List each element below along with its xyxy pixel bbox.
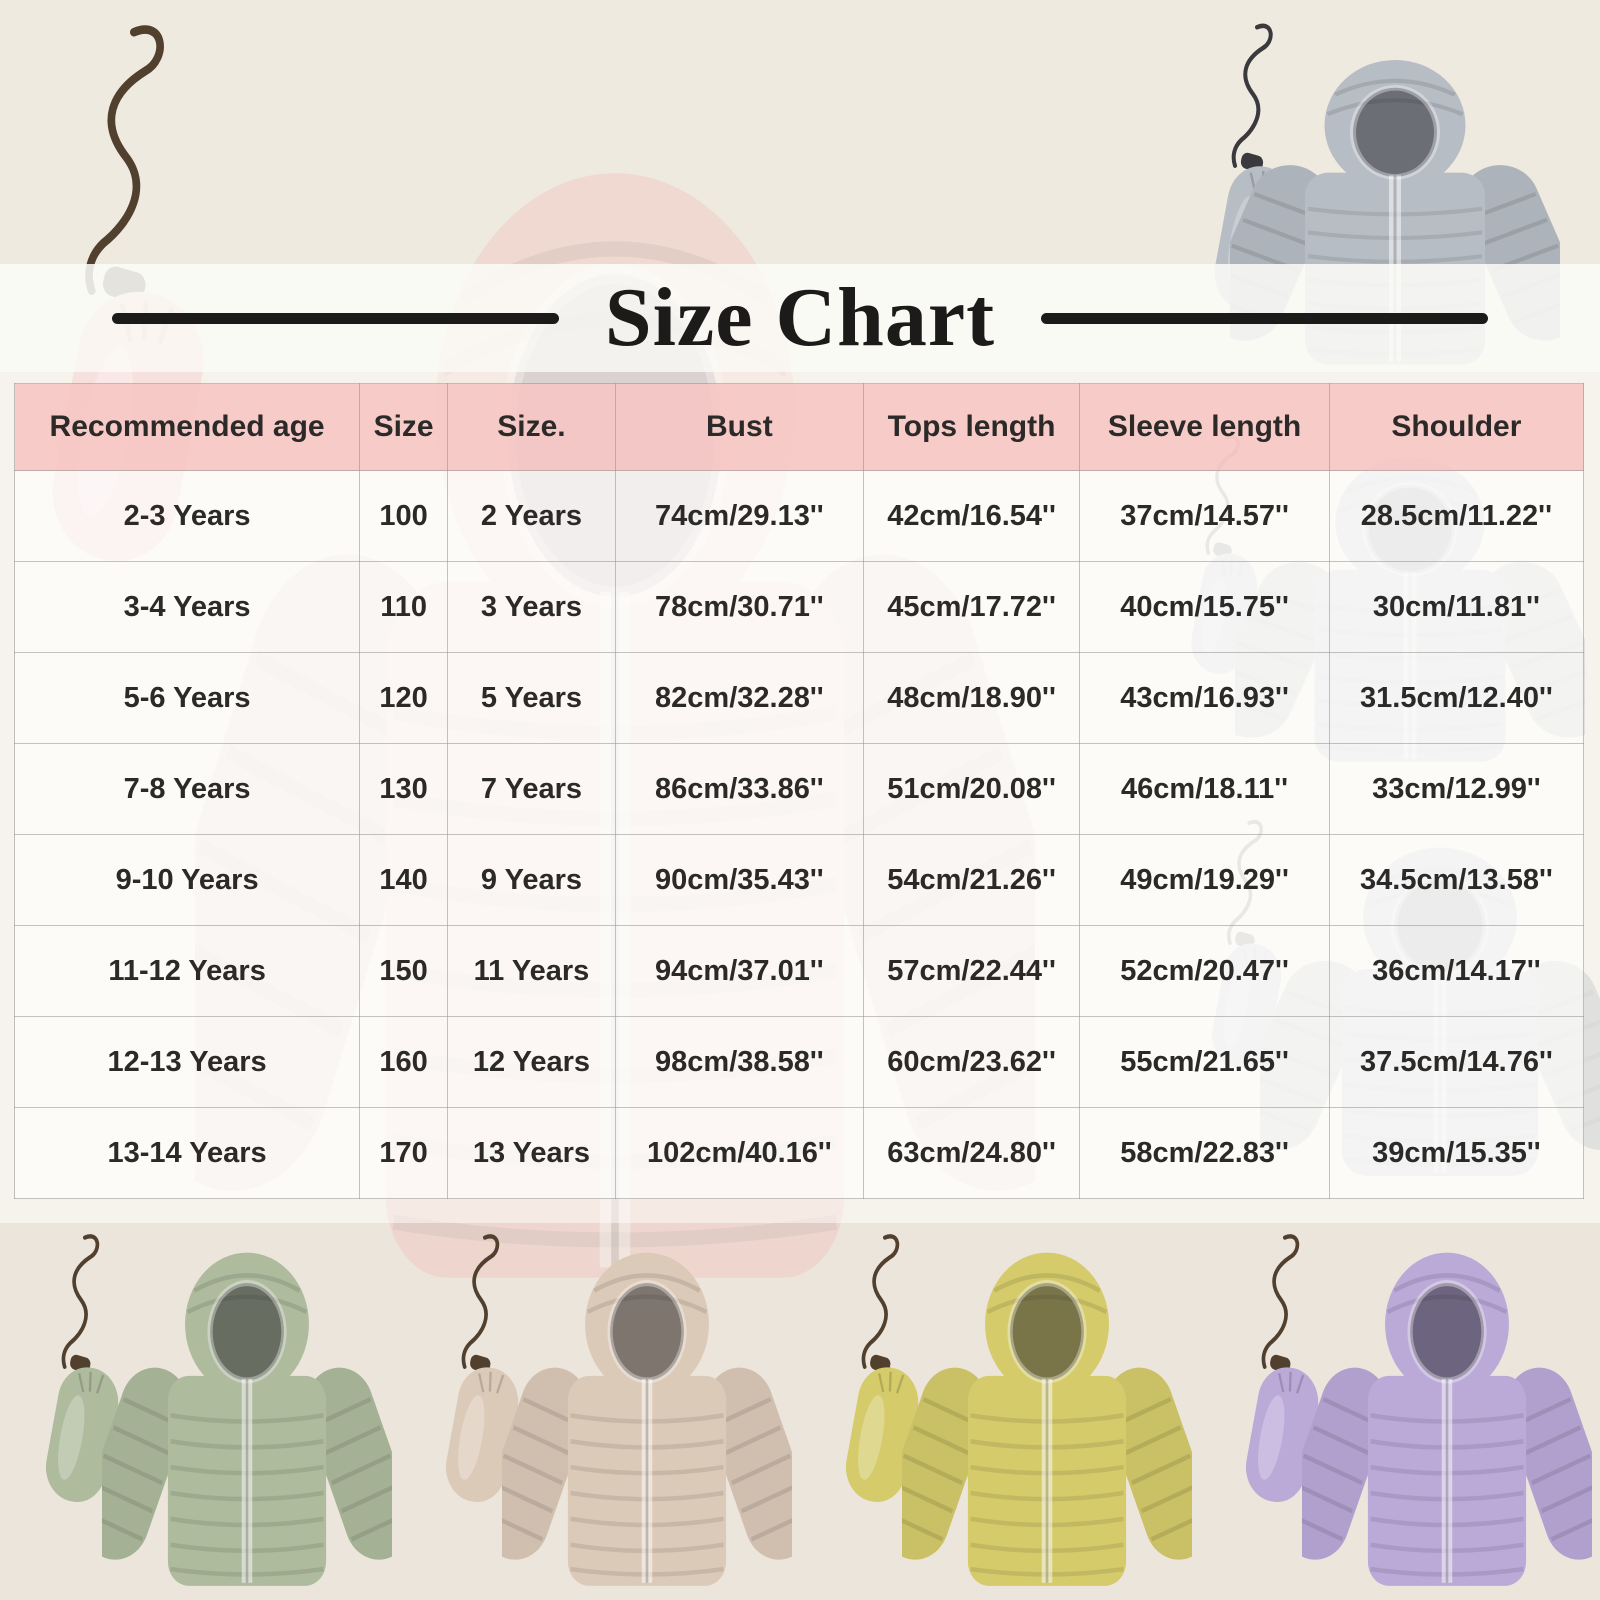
cell-sleeve-length: 49cm/19.29'' bbox=[1079, 834, 1330, 926]
cell-size: 110 bbox=[359, 561, 449, 653]
cell-size: 150 bbox=[359, 925, 449, 1017]
cell-sleeve-length: 40cm/15.75'' bbox=[1079, 561, 1330, 653]
cell-shoulder: 30cm/11.81'' bbox=[1328, 561, 1585, 653]
cell-age: 9-10 Years bbox=[13, 834, 361, 926]
cell-size: 120 bbox=[359, 652, 449, 744]
table-header-row: Recommended age Size Size. Bust Tops len… bbox=[13, 383, 1585, 471]
cell-shoulder: 39cm/15.35'' bbox=[1328, 1107, 1585, 1199]
table-row: 7-8 Years 130 7 Years 86cm/33.86'' 51cm/… bbox=[13, 743, 1585, 835]
cell-shoulder: 33cm/12.99'' bbox=[1328, 743, 1585, 835]
cell-age: 13-14 Years bbox=[13, 1107, 361, 1199]
cell-size: 140 bbox=[359, 834, 449, 926]
cell-tops-length: 42cm/16.54'' bbox=[862, 470, 1081, 562]
cell-size-label: 9 Years bbox=[447, 834, 616, 926]
cell-size-label: 11 Years bbox=[447, 925, 616, 1017]
table-row: 11-12 Years 150 11 Years 94cm/37.01'' 57… bbox=[13, 925, 1585, 1017]
cell-age: 3-4 Years bbox=[13, 561, 361, 653]
cell-bust: 74cm/29.13'' bbox=[614, 470, 864, 562]
table-row: 3-4 Years 110 3 Years 78cm/30.71'' 45cm/… bbox=[13, 561, 1585, 653]
cell-bust: 102cm/40.16'' bbox=[614, 1107, 864, 1199]
cell-tops-length: 60cm/23.62'' bbox=[862, 1016, 1081, 1108]
cell-size: 100 bbox=[359, 470, 449, 562]
size-table: Recommended age Size Size. Bust Tops len… bbox=[13, 383, 1585, 1199]
cell-sleeve-length: 52cm/20.47'' bbox=[1079, 925, 1330, 1017]
table-row: 12-13 Years 160 12 Years 98cm/38.58'' 60… bbox=[13, 1016, 1585, 1108]
title-rule-right bbox=[1041, 312, 1489, 324]
cell-sleeve-length: 46cm/18.11'' bbox=[1079, 743, 1330, 835]
cell-shoulder: 37.5cm/14.76'' bbox=[1328, 1016, 1585, 1108]
column-header-bust: Bust bbox=[614, 383, 864, 471]
table-row: 2-3 Years 100 2 Years 74cm/29.13'' 42cm/… bbox=[13, 470, 1585, 562]
title-rule-left bbox=[112, 312, 559, 324]
cell-size-label: 13 Years bbox=[447, 1107, 616, 1199]
table-row: 13-14 Years 170 13 Years 102cm/40.16'' 6… bbox=[13, 1107, 1585, 1199]
cell-bust: 78cm/30.71'' bbox=[614, 561, 864, 653]
column-header-size: Size bbox=[359, 383, 449, 471]
title-banner: Size Chart bbox=[0, 264, 1600, 372]
cell-age: 11-12 Years bbox=[13, 925, 361, 1017]
cell-size-label: 5 Years bbox=[447, 652, 616, 744]
cell-age: 12-13 Years bbox=[13, 1016, 361, 1108]
table-row: 5-6 Years 120 5 Years 82cm/32.28'' 48cm/… bbox=[13, 652, 1585, 744]
cell-tops-length: 54cm/21.26'' bbox=[862, 834, 1081, 926]
cell-shoulder: 34.5cm/13.58'' bbox=[1328, 834, 1585, 926]
cell-bust: 86cm/33.86'' bbox=[614, 743, 864, 835]
cell-tops-length: 63cm/24.80'' bbox=[862, 1107, 1081, 1199]
cell-size: 170 bbox=[359, 1107, 449, 1199]
column-header-shoulder: Shoulder bbox=[1328, 383, 1585, 471]
cell-shoulder: 36cm/14.17'' bbox=[1328, 925, 1585, 1017]
column-header-sleeve-length: Sleeve length bbox=[1079, 383, 1330, 471]
cell-bust: 94cm/37.01'' bbox=[614, 925, 864, 1017]
cell-size: 130 bbox=[359, 743, 449, 835]
cell-bust: 82cm/32.28'' bbox=[614, 652, 864, 744]
cell-sleeve-length: 43cm/16.93'' bbox=[1079, 652, 1330, 744]
cell-sleeve-length: 37cm/14.57'' bbox=[1079, 470, 1330, 562]
cell-shoulder: 31.5cm/12.40'' bbox=[1328, 652, 1585, 744]
table-row: 9-10 Years 140 9 Years 90cm/35.43'' 54cm… bbox=[13, 834, 1585, 926]
cell-tops-length: 48cm/18.90'' bbox=[862, 652, 1081, 744]
cell-size: 160 bbox=[359, 1016, 449, 1108]
cell-sleeve-length: 58cm/22.83'' bbox=[1079, 1107, 1330, 1199]
cell-bust: 90cm/35.43'' bbox=[614, 834, 864, 926]
cell-tops-length: 51cm/20.08'' bbox=[862, 743, 1081, 835]
cell-shoulder: 28.5cm/11.22'' bbox=[1328, 470, 1585, 562]
cell-tops-length: 45cm/17.72'' bbox=[862, 561, 1081, 653]
cell-bust: 98cm/38.58'' bbox=[614, 1016, 864, 1108]
page-title: Size Chart bbox=[604, 271, 996, 364]
product-photo-purple bbox=[1200, 1223, 1600, 1600]
cell-size-label: 12 Years bbox=[447, 1016, 616, 1108]
column-header-recommended-age: Recommended age bbox=[13, 383, 361, 471]
column-header-tops-length: Tops length bbox=[862, 383, 1081, 471]
cell-age: 7-8 Years bbox=[13, 743, 361, 835]
column-header-size-dot: Size. bbox=[447, 383, 616, 471]
cell-sleeve-length: 55cm/21.65'' bbox=[1079, 1016, 1330, 1108]
cell-tops-length: 57cm/22.44'' bbox=[862, 925, 1081, 1017]
cell-size-label: 3 Years bbox=[447, 561, 616, 653]
product-photo-yellow bbox=[800, 1223, 1200, 1600]
product-photo-green bbox=[0, 1223, 400, 1600]
cell-age: 5-6 Years bbox=[13, 652, 361, 744]
cell-age: 2-3 Years bbox=[13, 470, 361, 562]
cell-size-label: 7 Years bbox=[447, 743, 616, 835]
cell-size-label: 2 Years bbox=[447, 470, 616, 562]
product-photo-beige bbox=[400, 1223, 800, 1600]
